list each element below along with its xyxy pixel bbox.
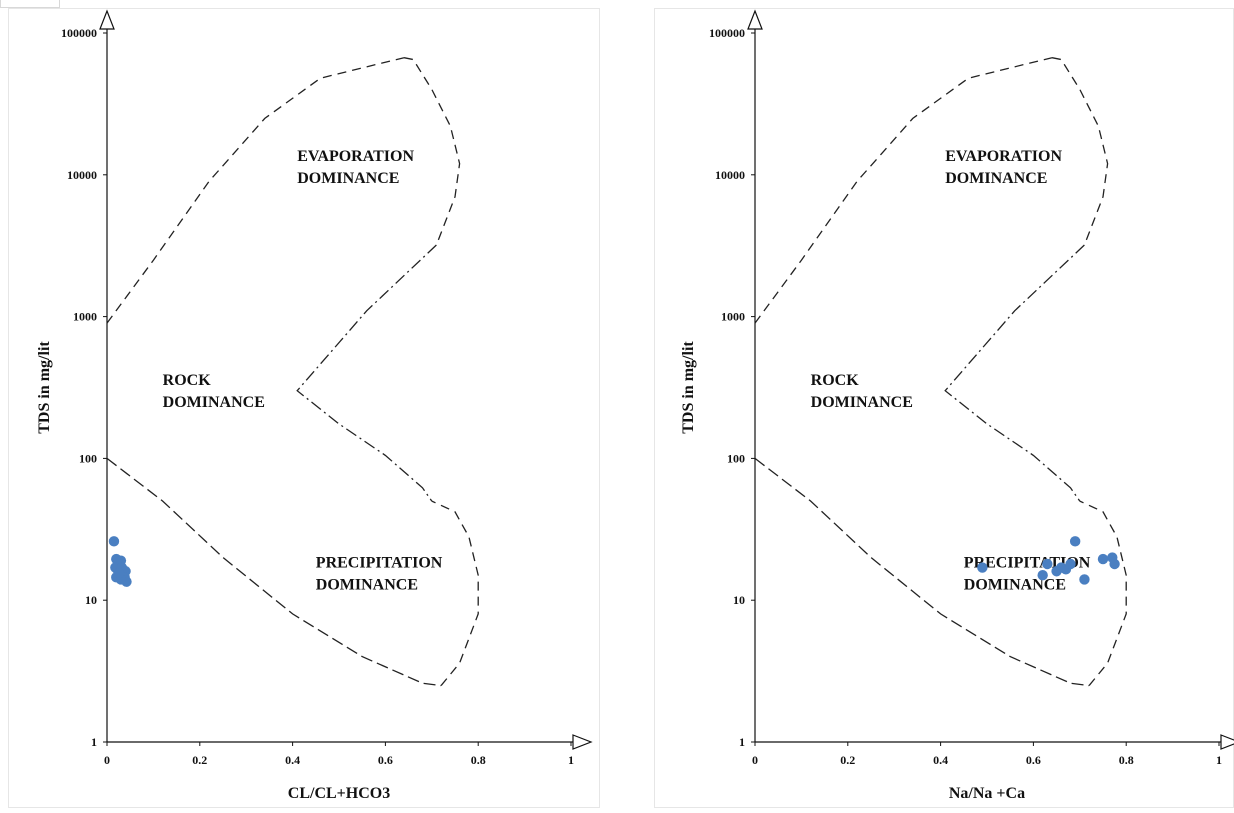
upper-envelope-curve xyxy=(106,57,405,324)
x-tick-label: 0.2 xyxy=(840,753,855,767)
data-point xyxy=(1069,536,1081,547)
upper-loop-curve xyxy=(1051,57,1109,246)
inner-envelope-curve xyxy=(944,244,1085,502)
region-label: DOMINANCE xyxy=(163,394,265,411)
lower-envelope-curve xyxy=(754,457,1090,687)
data-point xyxy=(108,536,120,547)
y-axis-arrow-icon xyxy=(99,9,115,30)
y-tick-label: 1 xyxy=(739,735,745,749)
region-label: DOMINANCE xyxy=(297,170,399,187)
y-tick-label: 10 xyxy=(733,593,745,607)
data-point xyxy=(1079,574,1090,585)
data-point xyxy=(1097,553,1109,565)
region-label: ROCK xyxy=(811,372,860,389)
y-tick-label: 1000 xyxy=(73,310,97,324)
data-point xyxy=(1109,558,1120,570)
y-tick-label: 100000 xyxy=(709,26,745,40)
gibbs-plot-chloride: 0 0.2 0.4 0.6 0.8 1 1 10 100 1000 10000 100000 CL/CL… xyxy=(36,9,593,802)
data-point xyxy=(1037,570,1048,581)
y-tick-label: 1000 xyxy=(721,310,745,324)
y-tick-label: 100 xyxy=(79,451,97,465)
y-tick-label: 100 xyxy=(727,451,745,465)
x-tick-label: 0.4 xyxy=(285,753,300,767)
x-tick-label: 0 xyxy=(752,753,758,767)
x-tick-label: 1 xyxy=(1216,753,1222,767)
x-tick-label: 0.2 xyxy=(192,753,207,767)
y-axis-label: TDS in mg/lit xyxy=(36,341,53,434)
region-label: ROCK xyxy=(163,372,212,389)
data-point xyxy=(113,568,125,579)
y-tick-label: 10 xyxy=(85,593,97,607)
x-axis-arrow-icon xyxy=(1220,734,1234,750)
inner-envelope-curve xyxy=(296,244,437,502)
precipitation-loop-curve xyxy=(1079,500,1127,687)
region-label: DOMINANCE xyxy=(945,170,1047,187)
gibbs-plot-sodium: 0 0.2 0.4 0.6 0.8 1 1 10 100 1000 10000 100000 Na/Na… xyxy=(680,9,1234,802)
region-label: DOMINANCE xyxy=(316,577,418,594)
y-tick-label: 1 xyxy=(91,735,97,749)
x-tick-label: 1 xyxy=(568,753,574,767)
x-axis-arrow-icon xyxy=(572,734,593,750)
data-point xyxy=(1065,558,1076,570)
region-label: EVAPORATION xyxy=(945,148,1062,165)
gibbs-plot-chloride-panel: 0 0.2 0.4 0.6 0.8 1 1 10 100 1000 10000 100000 CL/CL… xyxy=(8,8,600,808)
region-label: DOMINANCE xyxy=(811,394,913,411)
upper-loop-curve xyxy=(403,57,461,246)
x-axis-label: CL/CL+HCO3 xyxy=(288,785,390,802)
y-axis-arrow-icon xyxy=(747,9,763,30)
corner-tab xyxy=(0,0,60,8)
y-axis-label: TDS in mg/lit xyxy=(680,341,697,434)
x-tick-label: 0.6 xyxy=(378,753,393,767)
x-axis-label: Na/Na +Ca xyxy=(949,785,1025,802)
gibbs-plot-sodium-panel: 0 0.2 0.4 0.6 0.8 1 1 10 100 1000 10000 100000 Na/Na… xyxy=(654,8,1234,808)
x-tick-label: 0.8 xyxy=(1119,753,1134,767)
precipitation-loop-curve xyxy=(431,500,479,687)
upper-envelope-curve xyxy=(754,57,1053,324)
data-point xyxy=(1042,558,1053,570)
x-tick-label: 0.6 xyxy=(1026,753,1041,767)
x-tick-label: 0.4 xyxy=(933,753,948,767)
y-tick-label: 10000 xyxy=(715,168,745,182)
x-tick-label: 0 xyxy=(104,753,110,767)
y-tick-label: 10000 xyxy=(67,168,97,182)
lower-envelope-curve xyxy=(106,457,442,687)
region-label: DOMINANCE xyxy=(964,577,1066,594)
data-point xyxy=(977,562,988,573)
x-tick-label: 0.8 xyxy=(471,753,486,767)
y-tick-label: 100000 xyxy=(61,26,97,40)
region-label: PRECIPITATION xyxy=(316,555,443,572)
region-label: EVAPORATION xyxy=(297,148,414,165)
